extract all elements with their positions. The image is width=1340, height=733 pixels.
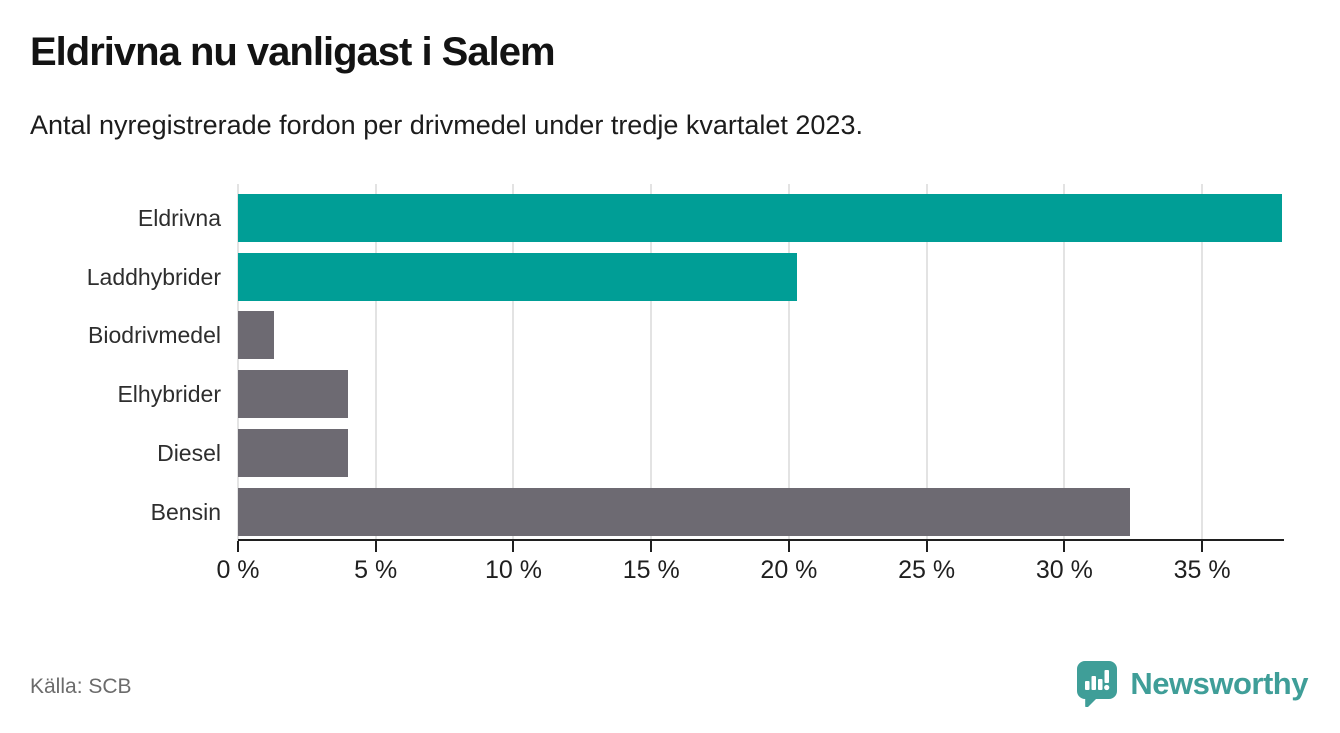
chart-title: Eldrivna nu vanligast i Salem	[30, 30, 556, 74]
bar-laddhybrider	[238, 252, 798, 301]
newsworthy-bubble-icon	[1077, 661, 1118, 707]
gridline	[787, 184, 790, 541]
gridline	[374, 184, 377, 541]
tick-mark	[374, 541, 377, 552]
tick-label: 30 %	[1035, 556, 1093, 584]
gridline	[512, 184, 515, 541]
tick-label: 35 %	[1173, 556, 1231, 584]
newsworthy-wordmark: Newsworthy	[1130, 665, 1308, 701]
gridline	[1063, 184, 1066, 541]
bar-bensin	[238, 487, 1131, 536]
tick-mark	[1063, 541, 1066, 552]
tick-label: 20 %	[760, 556, 818, 584]
chart-subtitle: Antal nyregistrerade fordon per drivmede…	[30, 110, 863, 140]
gridline	[1201, 184, 1204, 541]
gridline	[650, 184, 653, 541]
bar-elhybrider	[238, 370, 349, 419]
category-label: Diesel	[157, 439, 221, 466]
bar-biodrivmedel	[238, 311, 274, 360]
tick-mark	[237, 541, 239, 552]
tick-mark	[650, 541, 653, 552]
tick-mark	[512, 541, 515, 552]
tick-label: 10 %	[484, 556, 542, 584]
category-label: Laddhybrider	[86, 263, 221, 290]
x-axis-line	[238, 539, 1284, 541]
plot-area	[237, 184, 1282, 541]
tick-label: 0 %	[216, 556, 260, 584]
newsworthy-logo: Newsworthy	[1076, 660, 1308, 707]
gridline	[237, 184, 239, 541]
bar-diesel	[238, 428, 349, 477]
tick-mark	[1201, 541, 1204, 552]
gridline	[925, 184, 928, 541]
bar-eldrivna	[238, 194, 1282, 242]
category-label: Elhybrider	[117, 381, 221, 408]
tick-label: 15 %	[622, 556, 680, 584]
tick-mark	[925, 541, 928, 552]
category-label: Eldrivna	[137, 205, 221, 231]
tick-label: 25 %	[898, 556, 956, 584]
source-note: Källa: SCB	[30, 675, 132, 698]
category-label: Biodrivmedel	[88, 322, 221, 349]
tick-mark	[787, 541, 790, 552]
category-label: Bensin	[150, 498, 221, 525]
tick-label: 5 %	[354, 556, 398, 584]
